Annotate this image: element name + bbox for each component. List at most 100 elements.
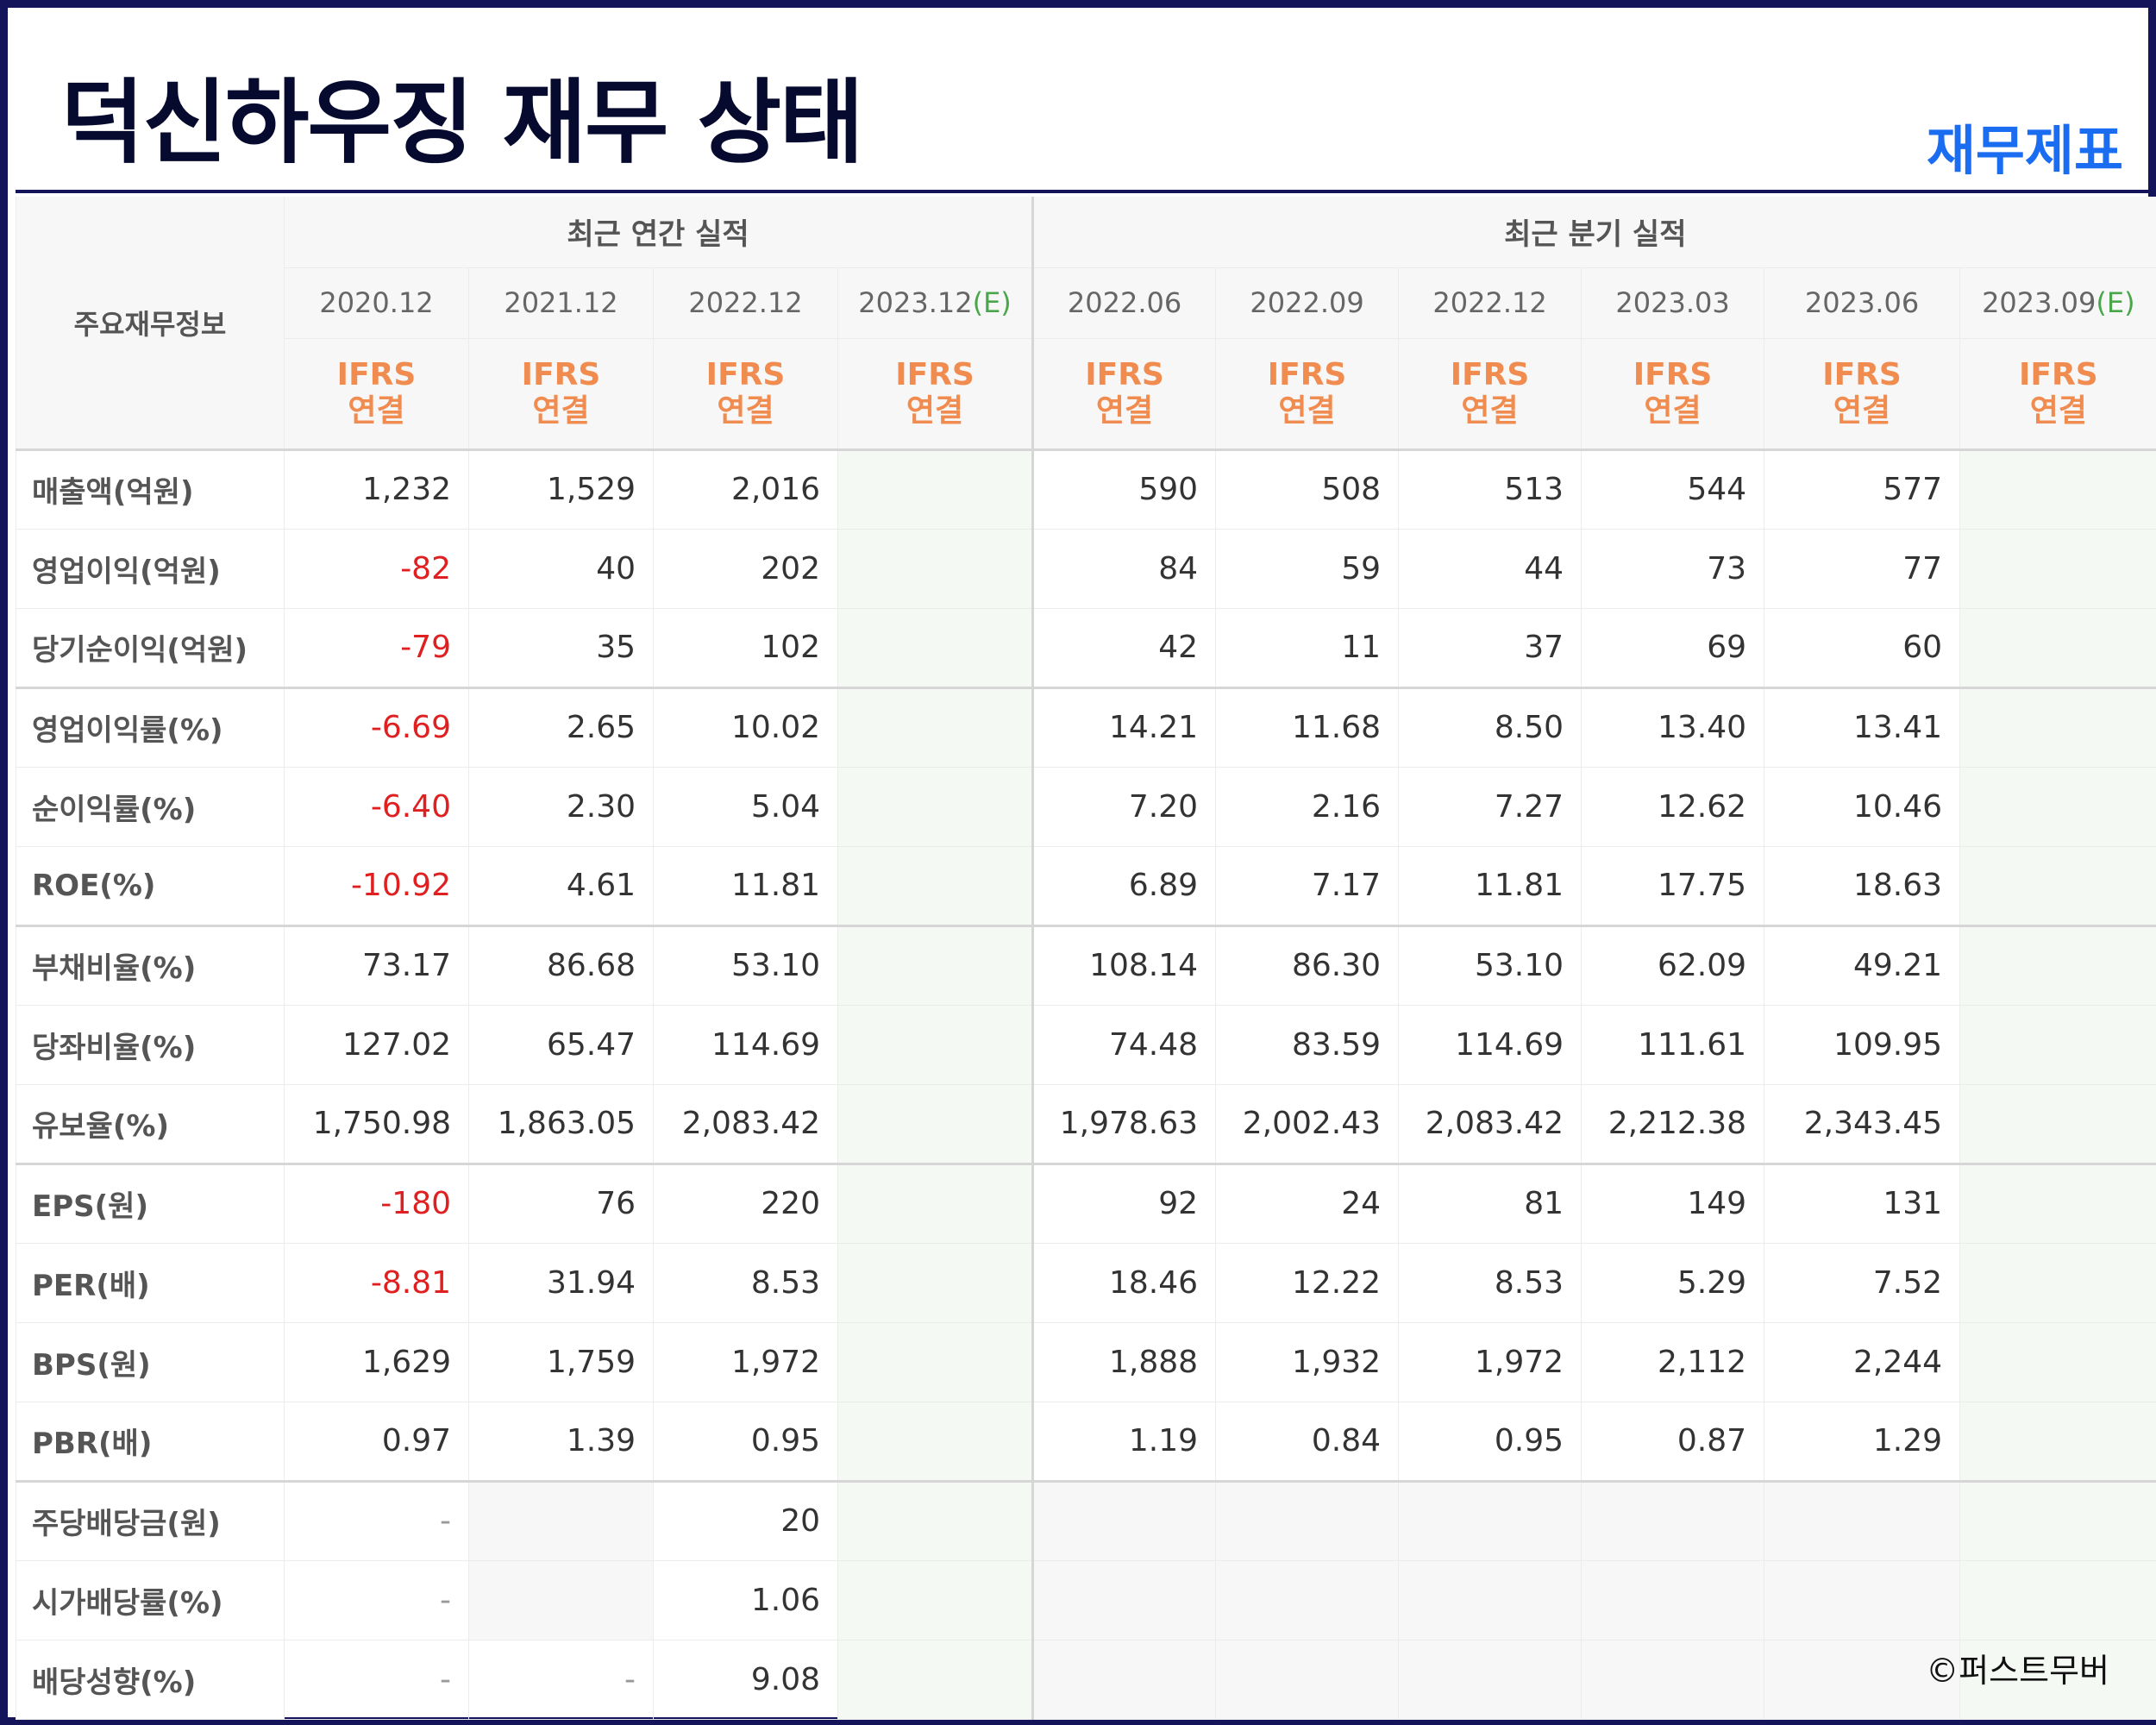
table-cell: 13.40 — [1581, 686, 1764, 768]
table-cell: 65.47 — [468, 1005, 654, 1085]
table-cell: 2,112 — [1581, 1322, 1764, 1402]
row-label: 당기순이익(억원) — [16, 608, 285, 688]
table-cell — [1959, 1243, 2156, 1323]
row-label: 매출액(억원) — [16, 448, 285, 530]
table-row: 주당배당금(원) - 20 — [16, 1479, 2156, 1561]
table-cell — [1581, 1479, 1764, 1561]
table-cell: - — [284, 1560, 469, 1640]
table-cell — [1959, 608, 2156, 688]
table-cell: 18.63 — [1764, 846, 1960, 926]
table-cell: 13.41 — [1764, 686, 1960, 768]
table-cell — [837, 1479, 1035, 1561]
table-cell — [837, 1005, 1035, 1085]
table-row: ROE(%) -10.92 4.61 11.81 6.89 7.17 11.81 17.75 1… — [16, 846, 2156, 926]
table-cell: 1,972 — [653, 1322, 838, 1402]
table-cell: 53.10 — [1398, 924, 1582, 1006]
standard-line1: IFRS — [1267, 357, 1347, 392]
table-cell — [1032, 1560, 1216, 1640]
row-label: 유보율(%) — [16, 1084, 285, 1164]
table-cell: 83.59 — [1215, 1005, 1399, 1085]
table-cell: - — [284, 1640, 469, 1720]
table-cell: 1.39 — [468, 1402, 654, 1482]
table-cell — [1959, 1640, 2156, 1720]
table-cell — [1032, 1640, 1216, 1720]
table-cell: 544 — [1581, 448, 1764, 530]
table-cell — [1959, 686, 2156, 768]
table-cell: 77 — [1764, 529, 1960, 609]
accounting-standard: IFRS 연결 — [284, 338, 469, 450]
table-cell: 5.04 — [653, 767, 838, 847]
table-cell: 7.20 — [1032, 767, 1216, 847]
period-label: 2020.12 — [319, 286, 434, 319]
accounting-standard: IFRS 연결 — [1398, 338, 1582, 450]
table-cell — [1581, 1560, 1764, 1640]
table-cell: 7.27 — [1398, 767, 1582, 847]
table-cell: 84 — [1032, 529, 1216, 609]
period-header: 2023.09(E) — [1959, 267, 2156, 339]
table-cell: 59 — [1215, 529, 1399, 609]
row-header-label: 주요재무정보 — [16, 197, 285, 450]
table-cell: 11 — [1215, 608, 1399, 688]
standard-line1: IFRS — [705, 357, 786, 392]
standard-line2: 연결 — [1095, 393, 1154, 429]
standard-line2: 연결 — [1833, 393, 1891, 429]
table-cell — [837, 767, 1035, 847]
table-cell: 11.81 — [1398, 846, 1582, 926]
period-label: 2023.12 — [858, 286, 973, 319]
table-cell: 1,750.98 — [284, 1084, 469, 1164]
table-cell — [1764, 1560, 1960, 1640]
row-label: PBR(배) — [16, 1402, 285, 1482]
table-cell — [1764, 1640, 1960, 1720]
table-cell: 2,083.42 — [1398, 1084, 1582, 1164]
table-cell: 2,002.43 — [1215, 1084, 1399, 1164]
table-row: 시가배당률(%) - 1.06 — [16, 1560, 2156, 1640]
table-row: PBR(배) 0.97 1.39 0.95 1.19 0.84 0.95 0.87 1.29 — [16, 1402, 2156, 1482]
period-label: 2022.12 — [1432, 286, 1547, 319]
table-cell — [1959, 767, 2156, 847]
table-cell: 37 — [1398, 608, 1582, 688]
period-header: 2021.12 — [468, 267, 654, 339]
table-cell: 0.95 — [653, 1402, 838, 1482]
table-cell: 1,629 — [284, 1322, 469, 1402]
table-cell: 127.02 — [284, 1005, 469, 1085]
standard-line1: IFRS — [895, 357, 975, 392]
table-cell — [1398, 1479, 1582, 1561]
table-cell — [1032, 1479, 1216, 1561]
table-cell — [837, 529, 1035, 609]
row-label: PER(배) — [16, 1243, 285, 1323]
table-cell: 114.69 — [653, 1005, 838, 1085]
accounting-standard: IFRS 연결 — [1215, 338, 1399, 450]
financial-table: 주요재무정보 최근 연간 실적 최근 분기 실적 2020.12 2021.12 2022… — [16, 197, 2156, 1720]
table-cell — [837, 846, 1035, 926]
table-cell — [1764, 1479, 1960, 1561]
period-label: 2022.06 — [1067, 286, 1182, 319]
table-cell: 73.17 — [284, 924, 469, 1006]
table-row: 당기순이익(억원) -79 35 102 42 11 37 69 60 — [16, 608, 2156, 688]
table-cell — [1959, 448, 2156, 530]
table-row: PER(배) -8.81 31.94 8.53 18.46 12.22 8.53 5.29 7.… — [16, 1243, 2156, 1323]
table-cell: 8.53 — [653, 1243, 838, 1323]
row-label: 영업이익률(%) — [16, 686, 285, 768]
row-label: BPS(원) — [16, 1322, 285, 1402]
accounting-standard: IFRS 연결 — [1581, 338, 1764, 450]
standard-line2: 연결 — [348, 393, 405, 429]
table-cell: 18.46 — [1032, 1243, 1216, 1323]
table-cell: 1,972 — [1398, 1322, 1582, 1402]
table-cell: 0.97 — [284, 1402, 469, 1482]
table-cell: 0.84 — [1215, 1402, 1399, 1482]
table-row: 당좌비율(%) 127.02 65.47 114.69 74.48 83.59 114.69… — [16, 1005, 2156, 1085]
period-header: 2020.12 — [284, 267, 469, 339]
estimate-marker: (E) — [2096, 286, 2135, 319]
table-cell: 76 — [468, 1162, 654, 1244]
table-cell: 20 — [653, 1479, 838, 1561]
table-cell — [1215, 1560, 1399, 1640]
row-label: 부채비율(%) — [16, 924, 285, 1006]
table-cell: 2,083.42 — [653, 1084, 838, 1164]
table-cell: 2.16 — [1215, 767, 1399, 847]
accounting-standard: IFRS 연결 — [1032, 338, 1216, 450]
standard-line2: 연결 — [1461, 393, 1519, 429]
accounting-standard: IFRS 연결 — [1959, 338, 2156, 450]
table-cell: 2,212.38 — [1581, 1084, 1764, 1164]
table-cell: 62.09 — [1581, 924, 1764, 1006]
